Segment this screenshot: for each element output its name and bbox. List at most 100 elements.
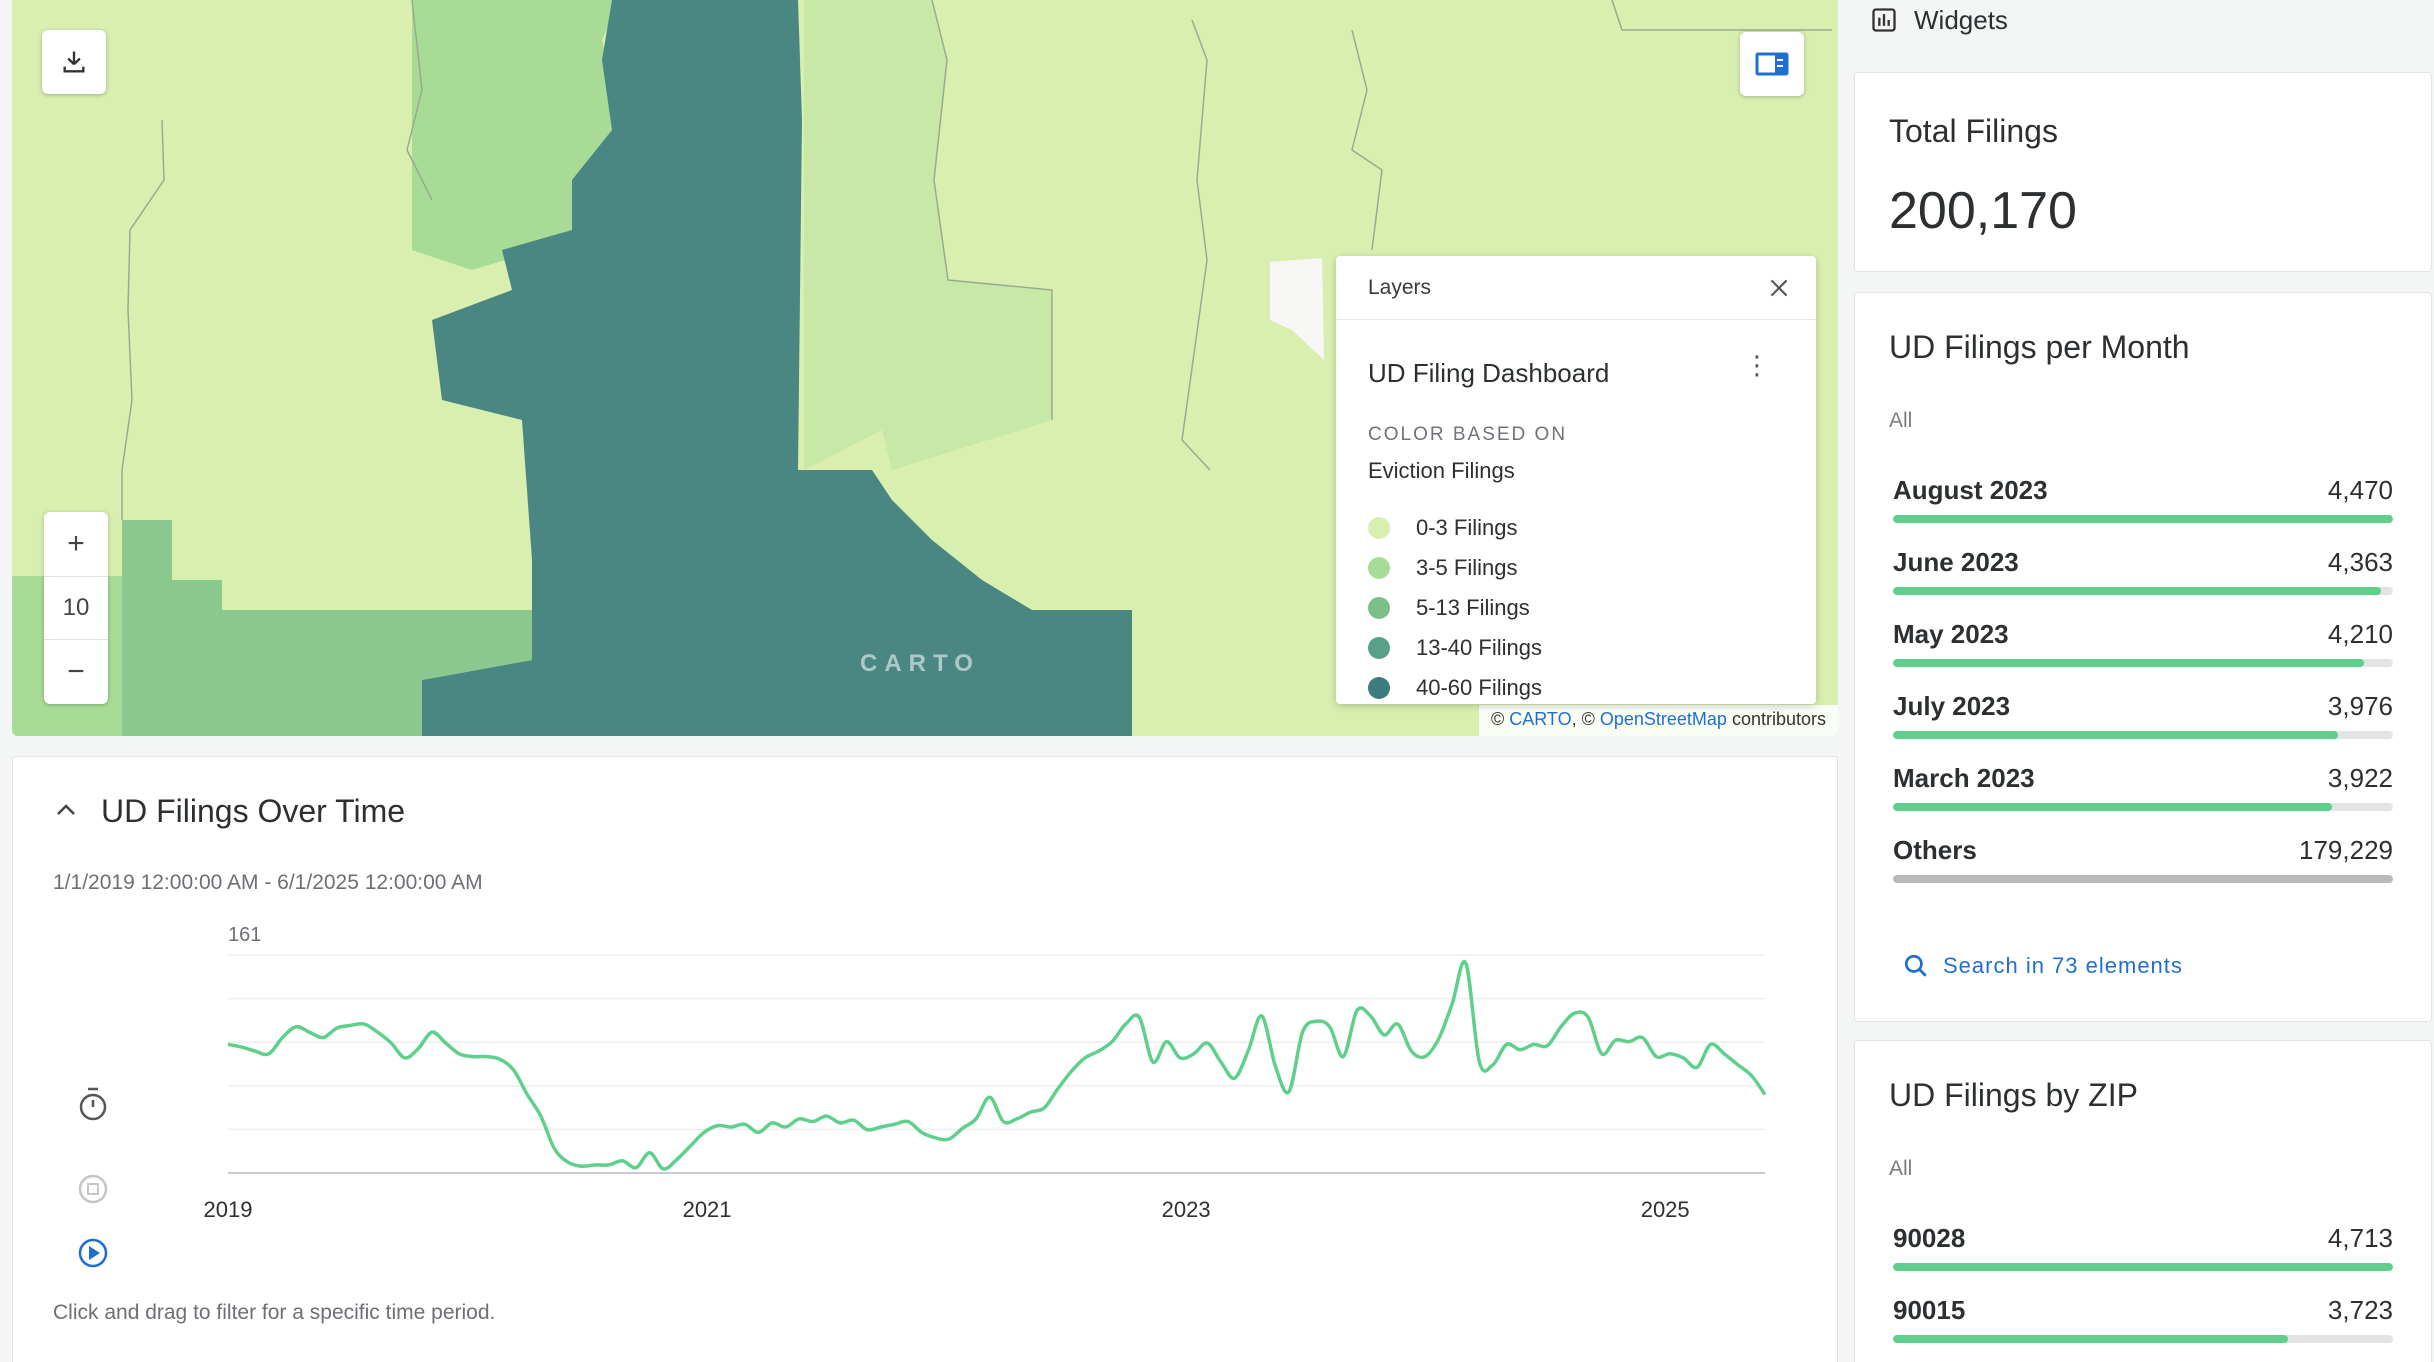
category-value: 3,922 <box>2327 763 2393 793</box>
category-bar-track <box>1893 515 2393 523</box>
category-bar-track <box>1893 731 2393 739</box>
widgets-header: Widgets <box>1870 0 2008 40</box>
category-value: 4,470 <box>2327 475 2393 505</box>
by-zip-title: UD Filings by ZIP <box>1889 1077 2138 1113</box>
per-month-filter[interactable]: All <box>1889 409 1913 432</box>
legend-swatch <box>1368 557 1390 579</box>
category-bar-track <box>1893 1263 2393 1271</box>
time-range: 1/1/2019 12:00:00 AM - 6/1/2025 12:00:00… <box>53 871 483 894</box>
series-line <box>227 959 1767 1171</box>
total-filings-value: 200,170 <box>1889 182 2077 240</box>
category-bar-track <box>1893 803 2393 811</box>
zoom-out-button[interactable]: − <box>44 640 108 704</box>
search-elements-link[interactable]: Search in 73 elements <box>1903 953 2183 979</box>
category-bar-fill <box>1893 731 2338 739</box>
legend-item: 5-13 Filings <box>1368 588 1542 628</box>
category-value: 179,229 <box>2299 835 2393 865</box>
legend-label: 13-40 Filings <box>1416 635 1542 660</box>
category-value: 4,210 <box>2327 619 2393 649</box>
x-tick-label: 2019 <box>204 1197 253 1222</box>
category-label: 90028 <box>1893 1223 1966 1253</box>
legend-label: 40-60 Filings <box>1416 675 1542 700</box>
timer-icon[interactable] <box>79 1087 107 1121</box>
legend-label: 3-5 Filings <box>1416 555 1518 580</box>
category-bar-track <box>1893 875 2393 883</box>
legend-swatch <box>1368 637 1390 659</box>
osm-link[interactable]: OpenStreetMap <box>1599 709 1727 729</box>
download-icon <box>63 51 85 73</box>
x-ticks: 2019 2021 2023 2025 <box>204 1197 1690 1222</box>
chevron-up-icon[interactable] <box>53 801 79 819</box>
plus-icon: + <box>67 527 85 560</box>
category-value: 4,363 <box>2327 547 2393 577</box>
download-button[interactable] <box>42 30 106 94</box>
category-bar-fill <box>1893 1335 2288 1343</box>
layer-name: UD Filing Dashboard <box>1368 358 1610 388</box>
stop-icon[interactable] <box>78 1174 108 1204</box>
legend-item: 3-5 Filings <box>1368 548 1542 588</box>
time-series-widget: UD Filings Over Time 1/1/2019 12:00:00 A… <box>12 756 1838 1362</box>
category-label: July 2023 <box>1893 691 2011 721</box>
search-elements-label: Search in 73 elements <box>1943 953 2183 978</box>
widgets-title: Widgets <box>1914 4 2008 35</box>
layers-header: Layers <box>1368 275 1432 299</box>
per-month-title: UD Filings per Month <box>1889 329 2190 365</box>
attribution-prefix: © <box>1490 709 1505 729</box>
legend-swatch <box>1368 517 1390 539</box>
legend-panel-icon <box>1755 52 1789 76</box>
minus-icon: − <box>67 655 85 688</box>
chart-hint: Click and drag to filter for a specific … <box>53 1301 496 1324</box>
attribution-suffix: contributors <box>1731 709 1826 729</box>
category-value: 3,976 <box>2327 691 2393 721</box>
legend-swatch <box>1368 597 1390 619</box>
category-bar-fill <box>1893 803 2332 811</box>
x-tick-label: 2021 <box>683 1197 732 1222</box>
category-bar-fill <box>1893 587 2381 595</box>
carto-link[interactable]: CARTO <box>1509 709 1572 729</box>
layers-panel: Layers UD Filing Dashboard ⋮ COLOR BASED… <box>1336 256 1816 704</box>
map-view[interactable]: + 10 − CARTO © CARTO, © OpenStreetMap co… <box>12 0 1838 736</box>
category-bar-fill <box>1893 875 2393 883</box>
filings-by-zip-widget: UD Filings by ZIP All 90028 4,713 90015 3,7… <box>1854 1040 2432 1362</box>
zoom-control: + 10 − <box>44 512 108 704</box>
total-filings-title: Total Filings <box>1889 113 2058 149</box>
x-tick-label: 2023 <box>1162 1197 1211 1222</box>
bar-chart-icon <box>1872 8 1896 32</box>
y-max-label: 161 <box>228 924 261 946</box>
time-series-chart[interactable]: 161 2019 2021 2023 2025 <box>13 907 1839 1287</box>
attribution-sep: , © <box>1571 709 1595 729</box>
x-tick-label: 2025 <box>1641 1197 1690 1222</box>
category-bar-fill <box>1893 659 2364 667</box>
total-filings-widget: Total Filings 200,170 <box>1854 72 2432 272</box>
category-bar-track <box>1893 659 2393 667</box>
zoom-level: 10 <box>44 576 108 640</box>
category-label: August 2023 <box>1893 475 2048 505</box>
zoom-in-button[interactable]: + <box>44 512 108 576</box>
by-zip-filter[interactable]: All <box>1889 1157 1913 1180</box>
play-icon[interactable] <box>78 1238 108 1268</box>
category-label: June 2023 <box>1893 547 2019 577</box>
legend-item: 13-40 Filings <box>1368 628 1542 668</box>
layer-options-icon[interactable]: ⋮ <box>1744 350 1770 380</box>
category-label: Others <box>1893 835 1977 865</box>
legend-toggle-button[interactable] <box>1740 32 1804 96</box>
legend-item: 40-60 Filings <box>1368 668 1542 704</box>
map-attribution: © CARTO, © OpenStreetMap contributors <box>1478 705 1838 736</box>
category-bar-fill <box>1893 1263 2393 1271</box>
close-icon[interactable] <box>1766 275 1792 301</box>
legend-list: 0-3 Filings 3-5 Filings 5-13 Filings 13-… <box>1368 508 1542 704</box>
category-bar-fill <box>1893 515 2393 523</box>
filings-per-month-widget: UD Filings per Month All August 2023 4,47… <box>1854 292 2432 1022</box>
carto-watermark: CARTO <box>860 650 980 677</box>
gridlines <box>228 954 1765 1131</box>
search-icon <box>1904 954 1927 977</box>
category-label: March 2023 <box>1893 763 2035 793</box>
category-bar-track <box>1893 1335 2393 1343</box>
legend-item: 0-3 Filings <box>1368 508 1542 548</box>
color-based-on-label: COLOR BASED ON <box>1368 424 1568 445</box>
category-value: 3,723 <box>2327 1295 2393 1325</box>
category-label: May 2023 <box>1893 619 2009 649</box>
category-label: 90015 <box>1893 1295 1966 1325</box>
legend-label: 5-13 Filings <box>1416 595 1530 620</box>
time-series-title: UD Filings Over Time <box>101 793 406 829</box>
